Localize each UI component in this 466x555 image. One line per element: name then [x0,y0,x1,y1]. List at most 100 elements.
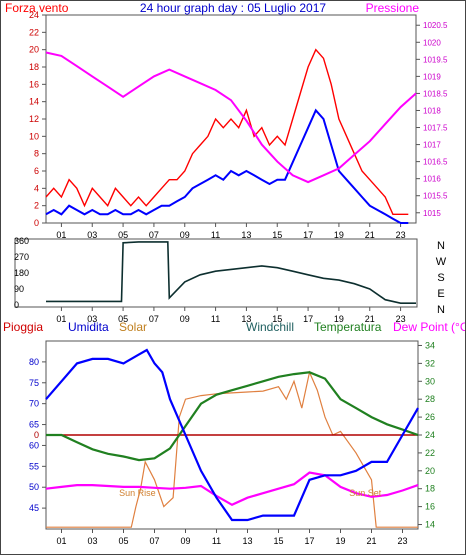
top-x-tick-label: 19 [334,230,344,240]
top-right-axis-label: Pressione [366,1,420,15]
bot-x-tick-label: 03 [87,536,97,546]
top-x-tick-label: 13 [241,230,251,240]
bot-left-tick-label: 55 [29,461,39,471]
top-left-tick-label: 2 [34,201,39,211]
bot-x-tick-label: 01 [56,536,66,546]
mid-x-tick-label: 11 [211,314,220,324]
bot-x-tick-label: 11 [212,536,221,546]
bot-left-tick-label: 50 [29,482,39,492]
middle-plot-frame [14,238,418,308]
top-x-tick-label: 01 [56,230,66,240]
top-x-tick-label: 05 [118,230,128,240]
top-left-tick-label: 22 [29,27,39,37]
bot-right-tick-label: 22 [425,448,435,458]
mid-y-tick-label: 270 [14,252,29,262]
top-right-tick-label: 1020 [423,38,441,47]
bot-right-tick-label: 14 [425,520,435,530]
top-series-line-2 [45,51,417,184]
mid-x-tick-label: 19 [334,314,344,324]
mid-x-tick-label: 03 [87,314,97,324]
top-right-tick-label: 1017 [423,141,441,150]
bot-x-tick-label: 17 [304,536,314,546]
mid-series-line-0 [46,241,416,304]
bot-left-tick-label: 60 [29,440,39,450]
legend-pioggia: Pioggia [3,320,43,334]
compass-label-n-top: N [437,240,445,252]
top-right-tick-label: 1016.5 [423,158,448,167]
compass-label-w: W [436,256,447,268]
mid-x-tick-label: 17 [303,314,313,324]
mid-x-tick-label: 09 [180,314,190,324]
top-x-tick-label: 07 [149,230,159,240]
top-right-tick-label: 1017.5 [423,124,448,133]
bot-x-tick-label: 21 [366,536,376,546]
mid-y-tick-label: 180 [14,268,29,278]
bot-annotation-1: Sun Set [349,488,382,498]
bot-left-tick-label: 65 [29,420,39,430]
bot-series-line-4 [45,471,419,507]
mid-x-tick-label: 05 [118,314,128,324]
middle-chart-group: 0 90 180 270 360 01 03 05 07 09 11 13 15 17 19 21 23 [14,236,416,324]
bot-x-tick-label: 07 [149,536,159,546]
top-x-tick-label: 11 [211,230,220,240]
bot-right-tick-label: 28 [425,394,435,404]
bot-right-tick-label: 20 [425,466,435,476]
bottom-chart-group: 4550556065707580141618202224262830323401… [29,340,435,546]
bot-x-tick-label: 23 [397,536,407,546]
top-series-line-0 [45,48,409,215]
top-x-tick-label: 23 [396,230,406,240]
top-chart-group: 02468101214161820222410151015.510161016.… [29,10,448,240]
legend-windchill: Windchill [246,320,294,334]
bot-series-line-2 [46,370,418,528]
top-right-tick-label: 1018 [423,106,441,115]
bot-x-tick-label: 15 [273,536,283,546]
legend-temperatura: Temperatura [314,320,382,334]
bot-right-tick-label: 34 [425,340,435,350]
bot-right-tick-label: 32 [425,358,435,368]
mid-x-tick-label: 07 [149,314,159,324]
top-left-tick-label: 14 [29,97,39,107]
top-x-tick-label: 09 [180,230,190,240]
top-x-tick-label: 21 [365,230,375,240]
bot-right-tick-label: 26 [425,412,435,422]
top-left-tick-label: 18 [29,62,39,72]
top-left-tick-label: 4 [34,183,39,193]
mid-x-tick-label: 23 [396,314,406,324]
bot-left-tick-label: 75 [29,378,39,388]
top-x-tick-label: 15 [272,230,282,240]
bot-series-line-3 [46,371,419,462]
rain-zero-label: 0 [34,430,39,440]
legend-umidita: Umidita [68,320,109,334]
top-left-tick-label: 10 [29,131,39,141]
mid-x-tick-label: 15 [272,314,282,324]
legend-solar: Solar [119,320,147,334]
top-x-tick-label: 17 [303,230,313,240]
mid-x-tick-label: 21 [365,314,375,324]
bot-right-tick-label: 30 [425,376,435,386]
compass-label-e: E [437,288,444,300]
top-right-tick-label: 1015.5 [423,192,448,201]
bot-x-tick-label: 05 [118,536,128,546]
bot-left-tick-label: 70 [29,399,39,409]
top-left-tick-label: 12 [29,114,39,124]
bot-right-tick-label: 16 [425,502,435,512]
top-right-tick-label: 1015 [423,209,441,218]
bot-right-tick-label: 24 [425,430,435,440]
legend-dew-point: Dew Point (°C) [393,320,465,334]
bot-x-tick-label: 09 [180,536,190,546]
top-left-tick-label: 6 [34,166,39,176]
mid-y-tick-label: 0 [14,300,19,310]
top-series-line-1 [45,108,409,224]
bot-left-tick-label: 45 [29,503,39,513]
chart-title: 24 hour graph day : 05 Luglio 2017 [140,1,326,15]
top-right-tick-label: 1016 [423,175,441,184]
mid-x-tick-label: 01 [56,314,66,324]
top-left-tick-label: 16 [29,79,39,89]
bot-annotation-0: Sun Rise [119,488,156,498]
top-x-tick-label: 03 [87,230,97,240]
top-left-axis-label: Forza vento [5,1,69,15]
mid-x-tick-label: 13 [241,314,251,324]
top-right-tick-label: 1019 [423,72,441,81]
